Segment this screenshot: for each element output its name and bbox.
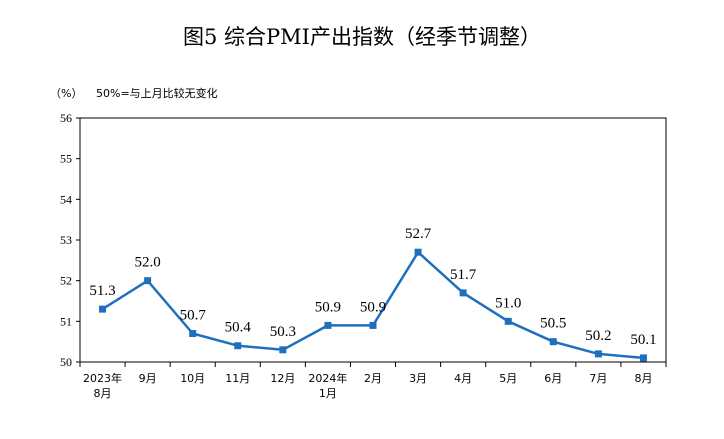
data-point: [459, 289, 467, 297]
data-label: 51.0: [495, 295, 521, 311]
data-label: 51.3: [89, 283, 115, 299]
y-tick-label: 56: [60, 111, 72, 125]
data-point: [279, 346, 287, 354]
data-label: 50.5: [540, 316, 566, 332]
x-tick-label: 8月: [634, 372, 652, 385]
data-point: [324, 321, 332, 329]
y-tick-label: 50: [60, 355, 72, 369]
data-point: [639, 354, 647, 362]
data-point: [504, 317, 512, 325]
x-tick-label: 12月: [270, 372, 295, 385]
x-tick-label: 2024年: [308, 371, 347, 385]
data-label: 52.7: [405, 226, 432, 242]
y-tick-label: 55: [60, 152, 72, 166]
data-label: 50.9: [360, 299, 386, 315]
data-label: 52.0: [134, 255, 160, 271]
data-point: [189, 330, 197, 338]
data-point: [414, 248, 422, 256]
x-tick-label: 4月: [454, 372, 472, 385]
x-axis: 2023年 8月 9月 10月 11月 12月 2024年 1月 2月 3月 4月 5月 6月 7月 8月: [79, 362, 667, 400]
x-tick-label: 9月: [139, 372, 157, 385]
data-label: 50.7: [180, 308, 207, 324]
x-tick-label: 2023年: [83, 371, 122, 385]
y-axis-unit: （%）: [50, 87, 82, 100]
x-tick-label: 8月: [94, 387, 112, 400]
data-point: [594, 350, 602, 358]
y-tick-label: 54: [60, 192, 72, 206]
data-label: 51.7: [450, 267, 477, 283]
data-label: 50.3: [270, 324, 296, 340]
series-line: [99, 248, 647, 362]
x-tick-label: 3月: [409, 372, 427, 385]
chart-title: 图5 综合PMI产出指数（经季节调整）: [183, 25, 541, 49]
data-label: 50.4: [225, 320, 252, 336]
y-tick-label: 51: [60, 314, 72, 328]
x-tick-label: 5月: [499, 372, 517, 385]
y-tick-label: 52: [60, 274, 72, 288]
chart-note: 50%=与上月比较无变化: [96, 86, 218, 100]
data-point: [99, 305, 107, 313]
data-label: 50.2: [585, 328, 611, 344]
y-tick-label: 53: [60, 233, 72, 247]
x-tick-label: 11月: [225, 372, 250, 385]
data-point: [549, 338, 557, 346]
x-tick-label: 1月: [319, 387, 337, 400]
data-label: 50.1: [630, 332, 656, 348]
data-point: [234, 342, 242, 350]
x-tick-label: 6月: [544, 372, 562, 385]
y-axis: 50 51 52 53 54 55 56: [60, 111, 80, 369]
data-label: 50.9: [315, 299, 341, 315]
data-labels: 51.3 52.0 50.7 50.4 50.3 50.9 50.9 52.7 51.7 51.0…: [89, 226, 656, 348]
x-tick-label: 10月: [180, 372, 205, 385]
data-point: [144, 277, 152, 285]
x-tick-label: 7月: [589, 372, 607, 385]
data-point: [369, 321, 377, 329]
x-tick-label: 2月: [364, 372, 382, 385]
